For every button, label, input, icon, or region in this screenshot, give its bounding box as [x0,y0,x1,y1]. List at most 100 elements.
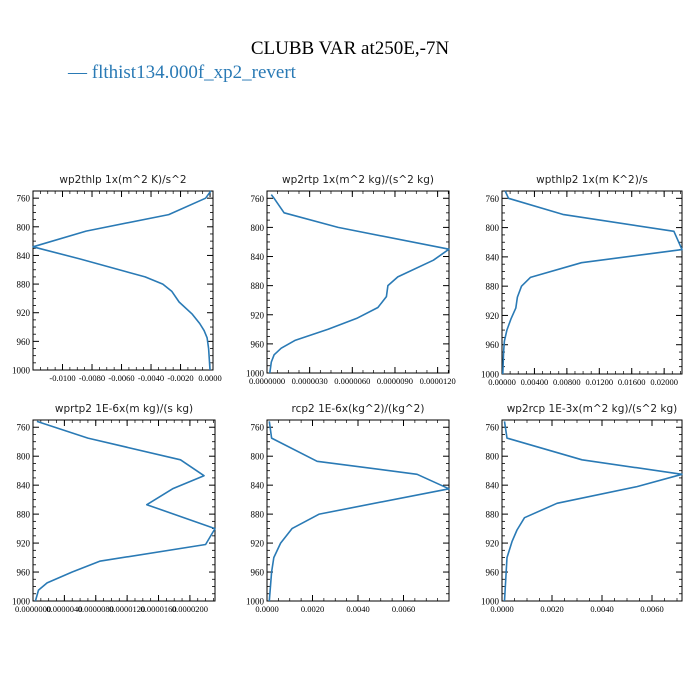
panel-frame [266,190,450,374]
x-tick-label: 0.0000000 [15,604,51,614]
x-tick-label: 0.0000040 [46,604,82,614]
y-tick-label: 800 [486,223,500,233]
y-tick-label: 800 [251,223,265,233]
panel-title: wpthlp2 1x(m K^2)/s [536,174,648,186]
series-line [34,420,216,602]
y-tick-label: 800 [17,452,31,462]
x-tick-label: 0.0060 [640,604,663,614]
x-tick-label: 0.0040 [590,604,613,614]
x-tick-label: 0.0000000 [249,376,285,386]
y-tick-label: 840 [251,252,265,262]
y-tick-label: 1000 [246,369,265,379]
x-tick-label: 0.0020 [540,604,563,614]
panel-title: wp2thlp 1x(m^2 K)/s^2 [59,174,186,186]
x-tick-label: -0.0020 [167,373,193,383]
series-line [268,421,450,602]
x-tick-label: -0.0040 [138,373,164,383]
x-tick-label: 0.0000160 [140,604,176,614]
y-tick-label: 960 [17,337,31,347]
panel-3: wpthlp2 1x(m K^2)/s 760 800 840 880 920 960 100… [481,174,683,387]
legend-entry: — flthist134.000f_xp2_revert [67,62,297,83]
y-tick-label: 760 [486,194,500,204]
panel-title: wp2rcp 1E-3x(m^2 kg)/(s^2 kg) [507,403,678,415]
x-tick-label: 0.0000200 [172,604,208,614]
y-tick-label: 880 [17,280,31,290]
panel-title: rcp2 1E-6x(kg^2)/(kg^2) [292,403,425,415]
panel-6: wp2rcp 1E-3x(m^2 kg)/(s^2 kg) 760 800 840 88… [481,403,683,614]
x-tick-label: 0.00400 [521,377,549,387]
y-tick-label: 880 [251,281,265,291]
x-tick-label: 0.0000030 [292,376,328,386]
y-tick-label: 840 [486,252,500,262]
panel-frame [32,190,214,371]
y-tick-label: 960 [486,340,500,350]
y-tick-label: 920 [486,539,500,549]
figure-title: CLUBB VAR at250E,-7N [251,38,450,59]
panel-title: wprtp2 1E-6x(m kg)/(s kg) [55,403,193,415]
series-line [502,190,683,375]
x-tick-label: 0.0060 [392,604,415,614]
y-tick-label: 880 [251,510,265,520]
y-tick-label: 760 [251,194,265,204]
panel-1: wp2thlp 1x(m^2 K)/s^2 760 800 840 880 920 960 1… [12,174,222,383]
panel-frame [266,419,450,602]
y-tick-label: 920 [17,308,31,318]
y-tick-label: 880 [486,282,500,292]
y-tick-label: 920 [486,311,500,321]
x-tick-label: 0.01200 [585,377,613,387]
x-tick-label: 0.0000090 [377,376,413,386]
x-tick-label: 0.00800 [553,377,581,387]
y-tick-label: 760 [17,423,31,433]
series-line [503,421,683,602]
y-tick-label: 960 [251,339,265,349]
panel-frame [32,419,216,602]
series-line [269,194,450,374]
y-tick-label: 760 [486,423,500,433]
y-tick-label: 920 [251,539,265,549]
x-tick-label: 0.0020 [301,604,324,614]
y-tick-label: 1000 [12,366,31,376]
x-tick-label: -0.0080 [79,373,105,383]
panel-frame [501,419,683,602]
x-tick-label: -0.0060 [108,373,134,383]
x-tick-label: 0.0000060 [334,376,370,386]
y-tick-label: 800 [486,452,500,462]
x-tick-label: 0.0000 [198,373,221,383]
y-tick-label: 880 [486,510,500,520]
panel-title: wp2rtp 1x(m^2 kg)/(s^2 kg) [282,174,434,186]
series-line [32,190,212,371]
x-tick-label: 0.0000120 [420,376,456,386]
y-tick-label: 840 [17,481,31,491]
y-tick-label: 760 [251,423,265,433]
y-tick-label: 1000 [481,370,500,380]
y-tick-label: 760 [17,194,31,204]
x-tick-label: 0.0040 [346,604,369,614]
x-tick-label: 0.0000120 [109,604,145,614]
x-tick-label: 0.02000 [650,377,678,387]
y-tick-label: 840 [251,481,265,491]
y-tick-label: 800 [17,222,31,232]
y-tick-label: 960 [17,568,31,578]
panel-5: rcp2 1E-6x(kg^2)/(kg^2) 760 800 840 880 920 96… [246,403,450,614]
x-tick-label: 0.01600 [618,377,646,387]
x-tick-label: 0.0000080 [78,604,114,614]
x-tick-label: 0.0000 [255,604,278,614]
y-tick-label: 800 [251,452,265,462]
panel-4: wprtp2 1E-6x(m kg)/(s kg) 760 800 840 880 920… [12,403,216,614]
y-tick-label: 840 [486,481,500,491]
x-tick-label: -0.0100 [49,373,75,383]
y-tick-label: 1000 [481,597,500,607]
y-tick-label: 960 [486,568,500,578]
panel-2: wp2rtp 1x(m^2 kg)/(s^2 kg) 760 800 840 880 92… [246,174,456,386]
y-tick-label: 1000 [246,597,265,607]
panels-group: wp2thlp 1x(m^2 K)/s^2 760 800 840 880 920 960 1… [12,174,683,614]
y-tick-label: 880 [17,510,31,520]
y-tick-label: 1000 [12,597,31,607]
y-tick-label: 840 [17,251,31,261]
x-tick-label: 0.0000 [490,604,513,614]
panel-frame [501,190,683,375]
y-tick-label: 920 [251,310,265,320]
y-tick-label: 960 [251,568,265,578]
y-tick-label: 920 [17,539,31,549]
